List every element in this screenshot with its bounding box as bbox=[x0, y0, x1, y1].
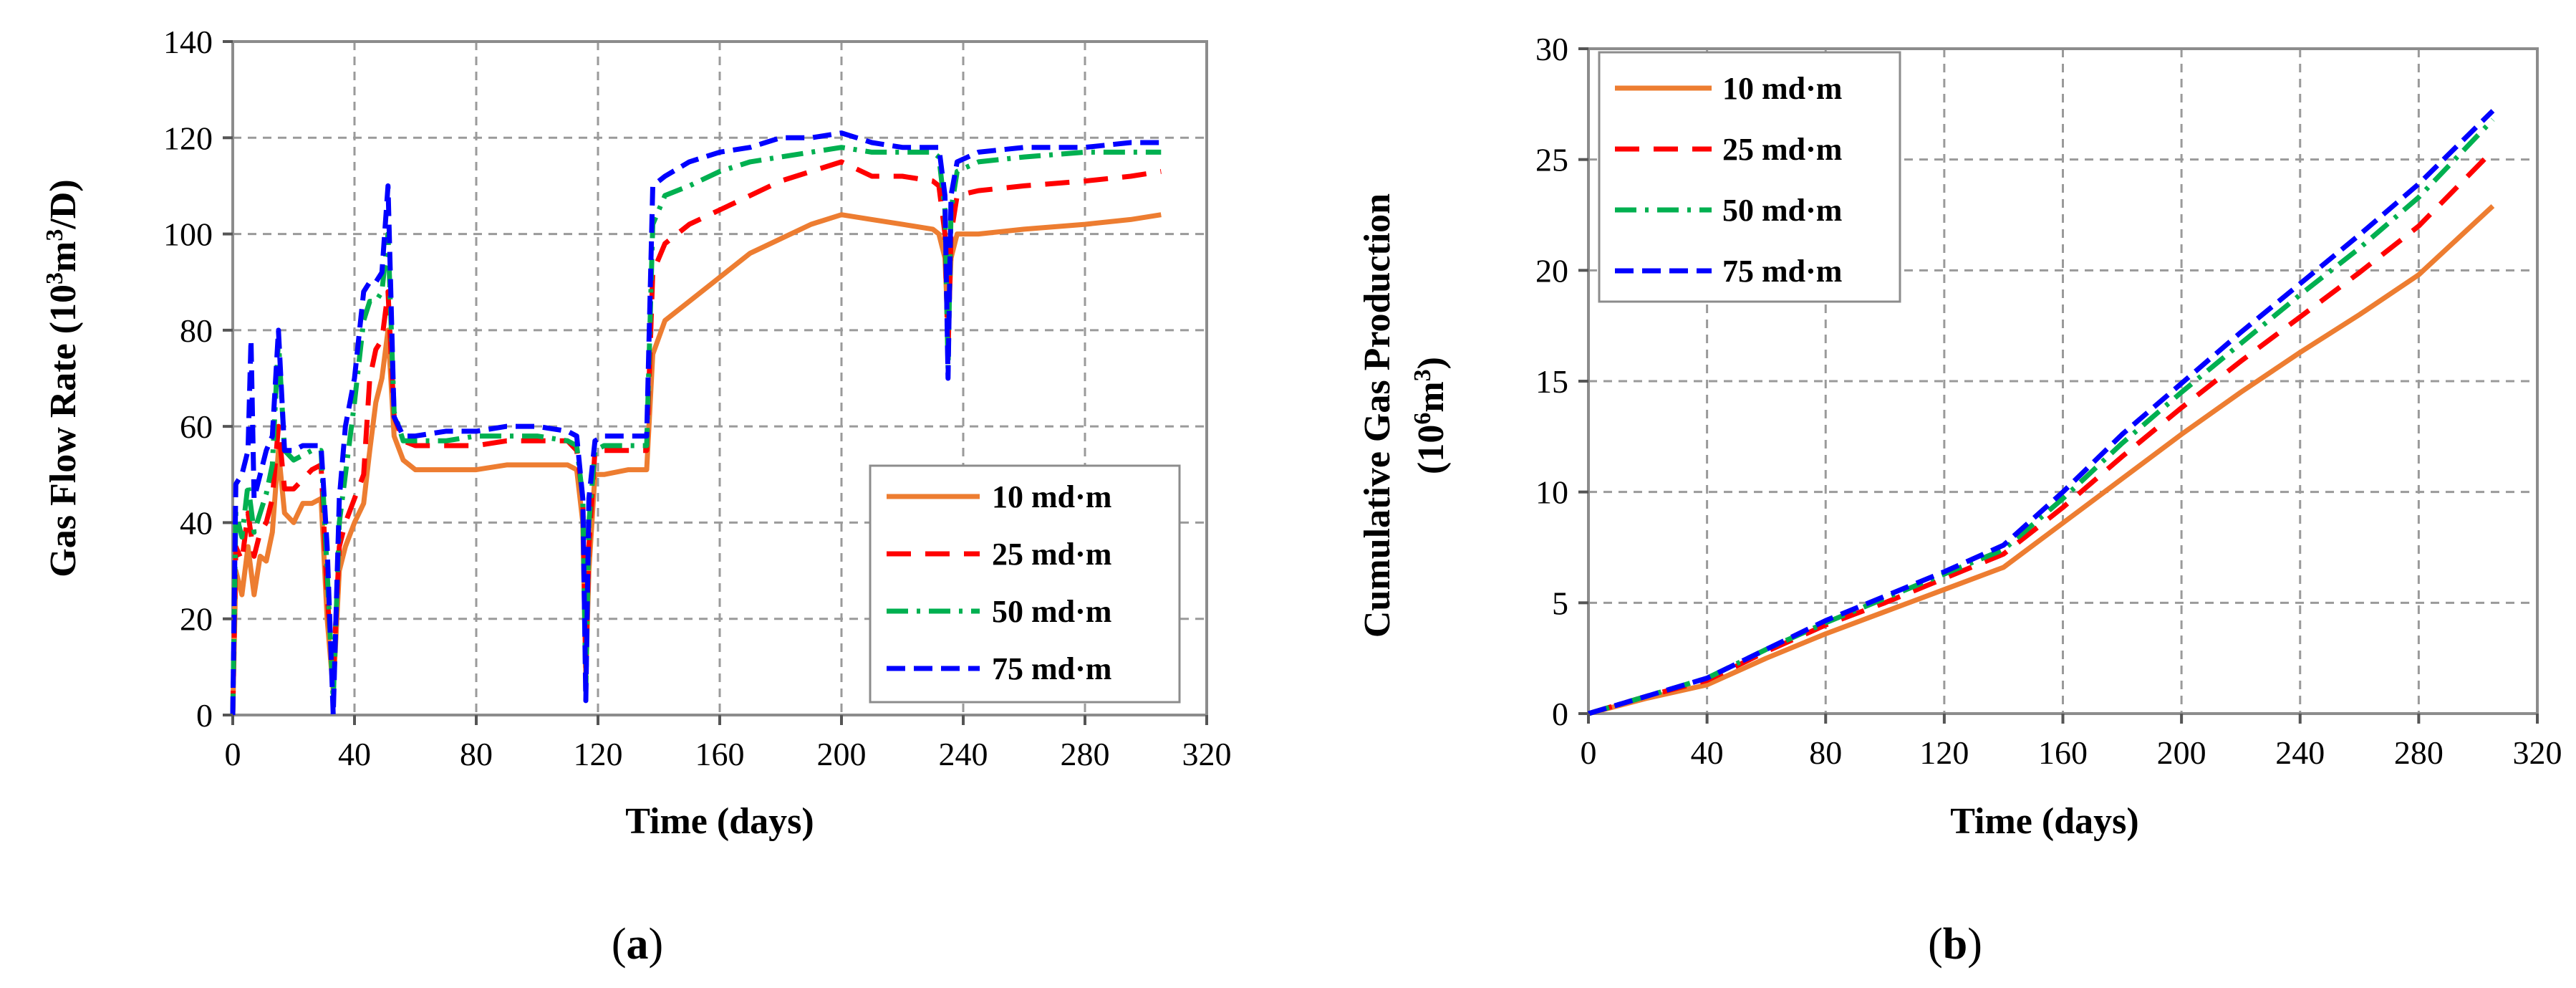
chart-a-ytick-label-0: 0 bbox=[196, 697, 213, 734]
chart-a-series-25-md-m-line bbox=[230, 159, 1162, 716]
chart-a-ytick-label-140: 140 bbox=[163, 24, 213, 60]
chart-a-xtick-label-160: 160 bbox=[695, 736, 745, 772]
chart-a-xtick-label-80: 80 bbox=[460, 736, 493, 772]
chart-a-xtick-label-280: 280 bbox=[1061, 736, 1110, 772]
chart-b-ytick-label-10: 10 bbox=[1535, 474, 1568, 511]
chart-a-ytick-label-20: 20 bbox=[180, 601, 213, 638]
chart-a-panel-label: (a) bbox=[612, 920, 663, 969]
chart-a-legend-label-75md: 75 md·m bbox=[992, 651, 1111, 686]
chart-a-ytick-label-60: 60 bbox=[180, 408, 213, 445]
chart-b-series-group bbox=[1587, 109, 2495, 716]
chart-a-legend-label-50md: 50 md·m bbox=[992, 594, 1111, 629]
chart-a-xtick-label-320: 320 bbox=[1182, 736, 1232, 772]
chart-a-legend: 10 md·m 25 md·m 50 md·m 75 md·m bbox=[869, 464, 1181, 704]
chart-b: 0 40 80 120 160 200 240 280 320 0 5 10 15 20 25 30 Tim… bbox=[1357, 31, 2562, 969]
chart-b-legend: 10 md·m 25 md·m 50 md·m 75 md·m bbox=[1598, 51, 1901, 303]
chart-b-xtick-label-280: 280 bbox=[2394, 734, 2444, 771]
chart-a-xtick-label-200: 200 bbox=[817, 736, 867, 772]
chart-a-ytick-label-120: 120 bbox=[163, 120, 213, 156]
chart-b-legend-label-10md: 10 md·m bbox=[1722, 71, 1842, 106]
chart-a-ytick-label-40: 40 bbox=[180, 504, 213, 541]
chart-b-xticks: 0 40 80 120 160 200 240 280 320 bbox=[1581, 714, 2562, 771]
chart-b-ytick-label-5: 5 bbox=[1552, 585, 1568, 621]
chart-a-series-group bbox=[230, 130, 1162, 718]
chart-b-legend-label-50md: 50 md·m bbox=[1722, 193, 1842, 228]
chart-b-series-25-md-m-line bbox=[1587, 148, 2495, 716]
chart-a-series-50-md-m-line bbox=[230, 145, 1162, 716]
chart-b-series-75-md-m-line bbox=[1587, 109, 2495, 716]
chart-b-xtick-label-320: 320 bbox=[2513, 734, 2562, 771]
chart-a-xticks: 0 40 80 120 160 200 240 280 320 bbox=[225, 715, 1232, 772]
chart-b-legend-box bbox=[1598, 51, 1901, 303]
chart-b-ylabel-line2: (106m3) bbox=[1409, 357, 1452, 474]
chart-a-series-10-md-m-line bbox=[230, 212, 1162, 716]
chart-a-ytick-label-80: 80 bbox=[180, 312, 213, 349]
chart-b-ytick-label-25: 25 bbox=[1535, 142, 1568, 178]
chart-b-ytick-label-0: 0 bbox=[1552, 696, 1568, 732]
chart-a-series-75-md-m-line bbox=[230, 130, 1162, 718]
chart-b-xtick-label-200: 200 bbox=[2157, 734, 2206, 771]
chart-b-ytick-label-20: 20 bbox=[1535, 252, 1568, 289]
chart-b-yticks: 0 5 10 15 20 25 30 bbox=[1535, 31, 1588, 732]
chart-a-yticks: 0 20 40 60 80 100 120 140 bbox=[163, 24, 233, 734]
chart-b-xtick-label-240: 240 bbox=[2275, 734, 2325, 771]
chart-b-series-10-md-m-line bbox=[1588, 204, 2495, 716]
chart-b-xlabel: Time (days) bbox=[1950, 801, 2138, 842]
chart-b-series-50-md-m-line bbox=[1587, 117, 2495, 716]
chart-b-ytick-label-30: 30 bbox=[1535, 31, 1568, 67]
chart-b-xtick-label-160: 160 bbox=[2038, 734, 2088, 771]
chart-b-xtick-label-0: 0 bbox=[1581, 734, 1597, 771]
chart-a: 0 40 80 120 160 200 240 280 320 0 20 40 60 80 100 120 1… bbox=[42, 24, 1232, 969]
chart-a-gridlines bbox=[233, 42, 1207, 715]
chart-b-panel-label: (b) bbox=[1928, 920, 1982, 969]
chart-a-xtick-label-0: 0 bbox=[225, 736, 241, 772]
chart-a-xlabel: Time (days) bbox=[625, 801, 814, 842]
chart-b-xtick-label-80: 80 bbox=[1809, 734, 1842, 771]
chart-b-ylabel-line1: Cumulative Gas Production bbox=[1357, 193, 1398, 638]
chart-a-legend-label-10md: 10 md·m bbox=[992, 479, 1111, 514]
chart-a-ylabel: Gas Flow Rate (103m3/D) bbox=[42, 179, 85, 577]
chart-b-xtick-label-40: 40 bbox=[1691, 734, 1724, 771]
chart-b-xtick-label-120: 120 bbox=[1919, 734, 1969, 771]
chart-a-xtick-label-40: 40 bbox=[338, 736, 371, 772]
chart-a-xtick-label-120: 120 bbox=[574, 736, 623, 772]
chart-a-xtick-label-240: 240 bbox=[939, 736, 988, 772]
chart-b-ytick-label-15: 15 bbox=[1535, 363, 1568, 400]
chart-a-ytick-label-100: 100 bbox=[163, 216, 213, 253]
chart-b-legend-label-75md: 75 md·m bbox=[1722, 254, 1842, 289]
chart-a-legend-label-25md: 25 md·m bbox=[992, 537, 1111, 572]
chart-b-legend-label-25md: 25 md·m bbox=[1722, 132, 1842, 167]
chart-a-legend-box bbox=[869, 464, 1181, 704]
